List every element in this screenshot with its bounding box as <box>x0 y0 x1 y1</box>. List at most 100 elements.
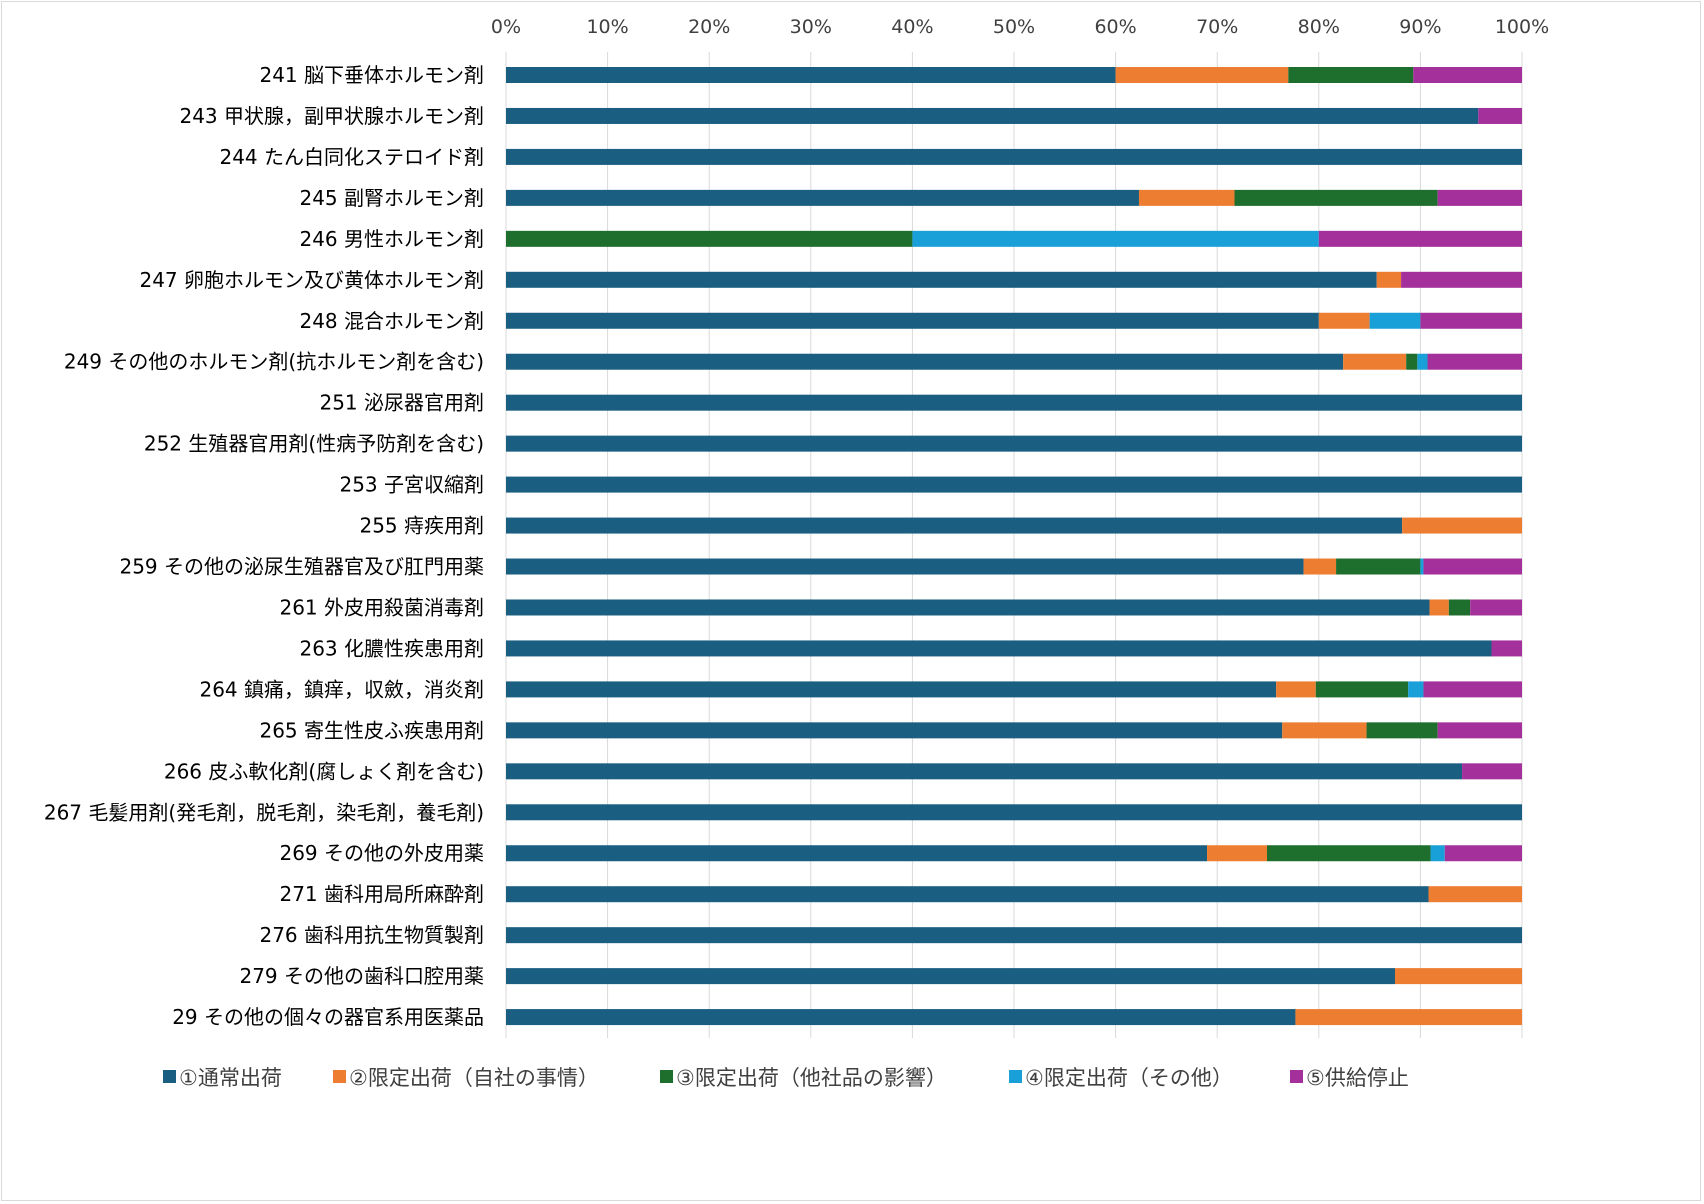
bar-segment-series-1 <box>506 107 1479 124</box>
bar-segment-series-1 <box>506 845 1208 862</box>
bar-segment-series-1 <box>506 271 1377 288</box>
category-label: 264 鎮痛，鎮痒，収斂，消炎剤 <box>199 677 484 701</box>
legend-swatch <box>163 1070 176 1083</box>
legend-label: ⑤供給停止 <box>1306 1066 1409 1090</box>
bar-segment-series-3 <box>1315 681 1409 698</box>
category-label: 259 その他の泌尿生殖器官及び肛門用薬 <box>119 555 484 579</box>
bar-segment-series-5 <box>1420 312 1522 329</box>
category-label: 247 卵胞ホルモン及び黄体ホルモン剤 <box>139 268 484 292</box>
bar-segment-series-1 <box>506 599 1430 616</box>
bar-segment-series-3 <box>1366 722 1438 739</box>
bar-segment-series-5 <box>1462 763 1522 780</box>
gridlines <box>505 52 1523 1038</box>
bar-segment-series-1 <box>506 148 1522 165</box>
legend-item: ⑤供給停止 <box>1290 1066 1409 1090</box>
bar-segment-series-3 <box>1406 353 1418 370</box>
bar-segment-series-1 <box>506 353 1344 370</box>
bar-segment-series-1 <box>506 558 1304 575</box>
bar-segment-series-3 <box>1448 599 1471 616</box>
bar-segment-series-4 <box>1430 845 1445 862</box>
bar-segment-series-1 <box>506 681 1277 698</box>
legend-label: ③限定出荷（他社品の影響） <box>676 1066 947 1090</box>
category-label: 244 たん白同化ステロイド剤 <box>219 145 484 169</box>
bar-segment-series-2 <box>1318 312 1370 329</box>
bar-segment-series-1 <box>506 67 1116 83</box>
bar-segment-series-5 <box>1470 599 1522 616</box>
category-label: 267 毛髪用剤(発毛剤，脱毛剤，染毛剤，養毛剤) <box>44 800 484 824</box>
bar-segment-series-1 <box>506 722 1283 739</box>
bar-segment-series-4 <box>1420 558 1424 575</box>
bar-segment-series-5 <box>1318 230 1522 247</box>
bar-segment-series-5 <box>1423 681 1522 698</box>
legend-swatch <box>1009 1070 1022 1083</box>
category-label: 261 外皮用殺菌消毒剤 <box>279 595 484 619</box>
category-label: 243 甲状腺，副甲状腺ホルモン剤 <box>179 104 484 128</box>
bar-segment-series-1 <box>506 435 1522 452</box>
category-labels: 241 脳下垂体ホルモン剤 243 甲状腺，副甲状腺ホルモン剤 244 たん白同化ス… <box>44 63 484 1029</box>
x-tick-label: 50% <box>993 16 1035 38</box>
bar-segment-series-1 <box>506 886 1429 903</box>
bar-segment-series-3 <box>1266 845 1431 862</box>
legend-label: ①通常出荷 <box>179 1066 282 1090</box>
legend-swatch <box>333 1070 346 1083</box>
bar-segment-series-2 <box>1402 517 1522 534</box>
category-label: 255 痔疾用剤 <box>359 514 484 538</box>
x-tick-label: 10% <box>586 16 628 38</box>
bar-segment-series-1 <box>506 927 1522 944</box>
bar-segment-series-2 <box>1395 968 1522 985</box>
x-tick-label: 0% <box>491 16 521 38</box>
bar-segment-series-5 <box>1478 107 1522 124</box>
bar-segment-series-5 <box>1444 845 1522 862</box>
x-tick-label: 70% <box>1196 16 1238 38</box>
category-label: 246 男性ホルモン剤 <box>299 227 484 251</box>
category-label: 279 その他の歯科口腔用薬 <box>239 964 484 988</box>
x-tick-label: 80% <box>1298 16 1340 38</box>
bar-segment-series-1 <box>506 640 1492 657</box>
bar-segment-series-1 <box>506 189 1139 206</box>
category-label: 271 歯科用局所麻酔剤 <box>279 882 484 906</box>
bar-segment-series-2 <box>1282 722 1367 739</box>
category-label: 265 寄生性皮ふ疾患用剤 <box>259 718 484 742</box>
bar-segment-series-5 <box>1491 640 1522 657</box>
x-tick-label: 30% <box>790 16 832 38</box>
legend-item: ④限定出荷（その他） <box>1009 1066 1233 1090</box>
x-axis-ticks: 0% 10% 20% 30% 40% 50% 60% 70% 80% 90% 100% <box>491 16 1549 38</box>
legend-item: ③限定出荷（他社品の影響） <box>660 1066 947 1090</box>
bar-segment-series-1 <box>506 394 1522 411</box>
category-label: 241 脳下垂体ホルモン剤 <box>259 63 484 87</box>
category-label: 248 混合ホルモン剤 <box>299 309 484 333</box>
category-label: 266 皮ふ軟化剤(腐しょく剤を含む) <box>164 759 484 783</box>
bars <box>506 67 1522 1026</box>
bar-segment-series-2 <box>1429 599 1449 616</box>
x-tick-label: 90% <box>1399 16 1441 38</box>
bar-segment-series-1 <box>506 804 1522 821</box>
category-label: 251 泌尿器官用剤 <box>319 391 484 415</box>
bar-segment-series-4 <box>1408 681 1424 698</box>
x-tick-label: 100% <box>1495 16 1549 38</box>
category-label: 276 歯科用抗生物質製剤 <box>259 923 484 947</box>
bar-segment-series-3 <box>506 230 913 247</box>
bar-segment-series-2 <box>1428 886 1522 903</box>
bar-segment-series-2 <box>1138 189 1235 206</box>
category-label: 249 その他のホルモン剤(抗ホルモン剤を含む) <box>64 350 484 374</box>
legend-item: ②限定出荷（自社の事情） <box>333 1066 599 1090</box>
category-label: 263 化膿性疾患用剤 <box>299 636 484 660</box>
bar-segment-series-5 <box>1437 722 1522 739</box>
category-label: 269 その他の外皮用薬 <box>279 841 484 865</box>
bar-segment-series-2 <box>1295 1009 1522 1026</box>
bar-segment-series-2 <box>1207 845 1267 862</box>
bar-segment-series-4 <box>912 230 1319 247</box>
bar-segment-series-2 <box>1376 271 1402 288</box>
bar-segment-series-2 <box>1303 558 1337 575</box>
category-label: 245 副腎ホルモン剤 <box>299 186 484 210</box>
bar-segment-series-1 <box>506 312 1319 329</box>
category-label: 253 子宮収縮剤 <box>339 473 484 497</box>
bar-segment-series-4 <box>1369 312 1421 329</box>
bar-segment-series-3 <box>1234 189 1438 206</box>
bar-segment-series-5 <box>1401 271 1522 288</box>
bar-segment-series-5 <box>1423 558 1522 575</box>
category-label: 29 その他の個々の器官系用医薬品 <box>172 1005 484 1029</box>
x-tick-label: 40% <box>891 16 933 38</box>
